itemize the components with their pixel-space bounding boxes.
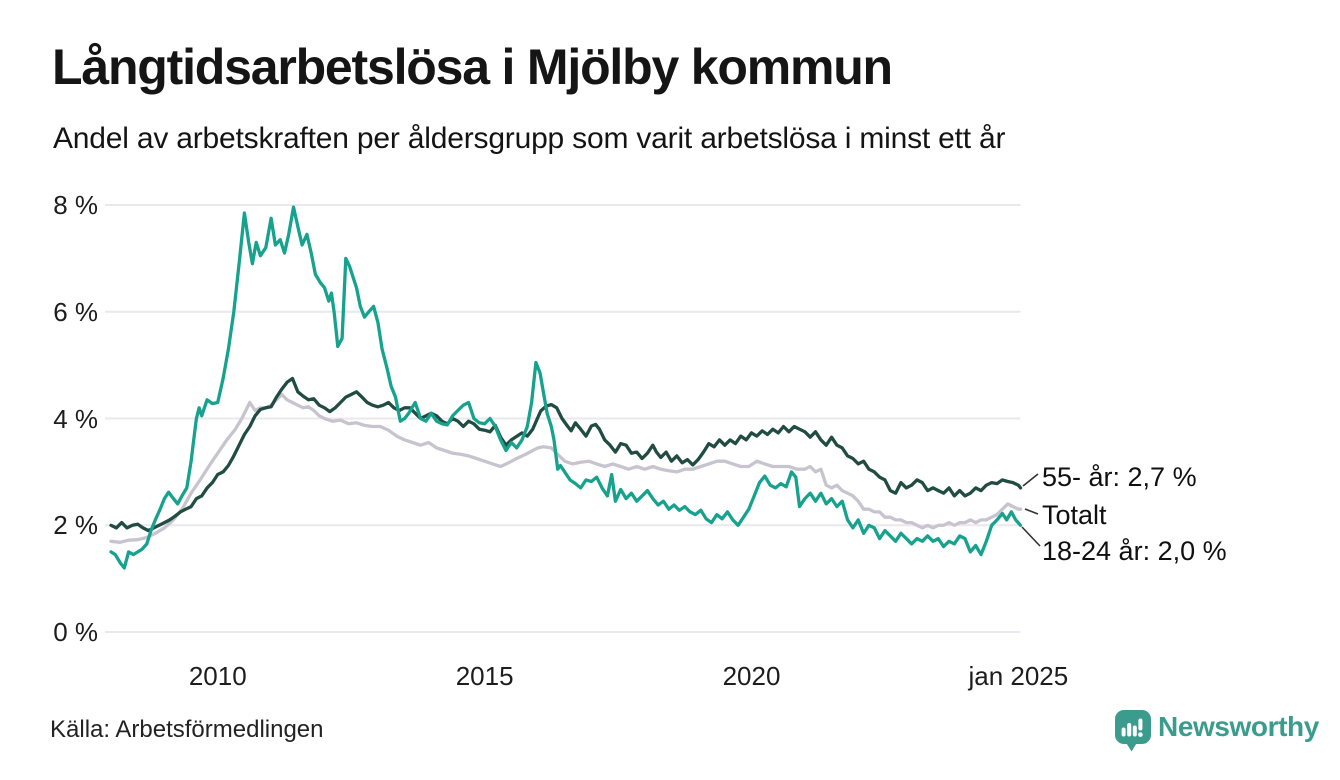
- x-tick-label: 2010: [188, 661, 247, 691]
- newsworthy-logo-text: Newsworthy: [1158, 711, 1319, 742]
- series-line-totalt: [109, 392, 1023, 544]
- label-connectors: [1021, 473, 1041, 547]
- series-line-55-r: [109, 376, 1023, 533]
- connector-totalt-icon: [1024, 508, 1039, 515]
- chart-title: Långtidsarbetslösa i Mjölby kommun: [52, 39, 893, 95]
- y-tick-label: 2 %: [53, 510, 98, 541]
- y-tick-label: 0 %: [53, 617, 98, 647]
- connector-55-icon: [1022, 473, 1039, 487]
- source-note: Källa: Arbetsförmedlingen: [50, 716, 324, 743]
- line-end-label-55: 55- år: 2,7 %: [1042, 462, 1197, 492]
- x-tick-label: jan 2025: [968, 661, 1069, 691]
- newsworthy-logo-icon: [1115, 710, 1151, 752]
- x-tick-label: 2015: [455, 661, 514, 691]
- logo-barchart-glyph: [1121, 718, 1143, 737]
- y-tick-label: 4 %: [53, 403, 98, 434]
- series-lines: [109, 205, 1023, 570]
- line-end-label-totalt: Totalt: [1042, 500, 1107, 530]
- y-tick-label: 6 %: [53, 296, 98, 327]
- chart-subtitle: Andel av arbetskraften per åldersgrupp s…: [53, 122, 1006, 155]
- x-tick-label: 2020: [722, 661, 781, 691]
- line-end-label-18-24: 18-24 år: 2,0 %: [1042, 536, 1227, 566]
- connector-18-24-icon: [1021, 526, 1041, 547]
- series-line-18-24-r: [109, 205, 1023, 570]
- y-tick-label: 8 %: [53, 190, 98, 220]
